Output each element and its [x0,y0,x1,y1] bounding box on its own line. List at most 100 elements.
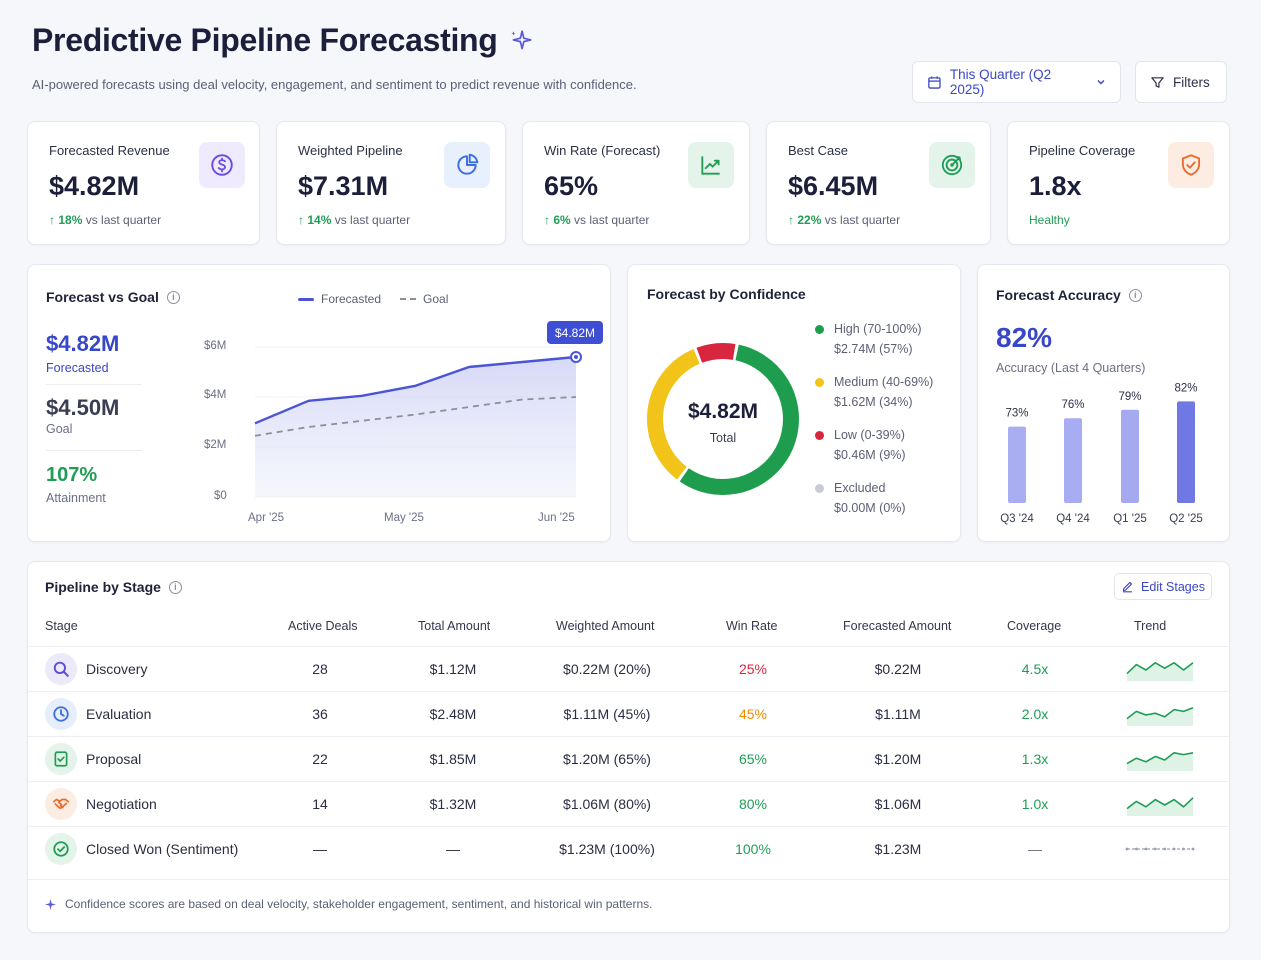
handshake-icon [45,788,77,820]
kpi-delta: ↑ 14% vs last quarter [298,213,410,227]
chevron-down-icon [1097,79,1105,85]
kpi-card-pipeline-coverage: Pipeline Coverage 1.8x Healthy [1007,121,1230,245]
stage-name: Evaluation [86,706,152,722]
confidence-legend-low: Low (0-39%) $0.46M (9%) [815,425,906,465]
goal-value: $4.50M [46,395,120,420]
dollar-icon [199,142,245,188]
target-icon [929,142,975,188]
page-title-text: Predictive Pipeline Forecasting [32,22,498,58]
legend-name: High (70-100%) [834,322,922,336]
kpi-delta: ↑ 22% vs last quarter [788,213,900,227]
section-title-text: Forecast vs Goal [46,289,159,305]
table-row[interactable]: Negotiation 14 $1.32M $1.06M (80%) 80% $… [27,781,1230,826]
forecasted-amount-cell: $1.11M [875,706,921,722]
accuracy-value: 82% [996,322,1053,353]
period-selector-button[interactable]: This Quarter (Q2 2025) [912,61,1121,103]
pie-chart-icon [444,142,490,188]
confidence-donut-chart [647,343,799,495]
accuracy-title: Forecast Accuracy i [996,287,1142,303]
forecast-end-point-dot [574,355,578,359]
page-subtitle: AI-powered forecasts using deal velocity… [32,77,637,92]
search-icon [45,653,77,685]
kpi-card-best-case: Best Case $6.45M ↑ 22% vs last quarter [766,121,991,245]
x-tick-label: May '25 [384,512,424,524]
document-check-icon [45,743,77,775]
kpi-value: 65% [544,171,599,201]
y-tick-label: $2M [204,439,227,451]
kpi-delta-value: 14% [307,213,332,227]
accuracy-bar-chart: 73% Q3 '24 76% Q4 '24 79% Q1 '25 82% Q2 '25 [1000,382,1203,525]
forecast-vs-goal-title: Forecast vs Goal i [46,289,180,305]
bar-value-label: 76% [1061,399,1084,411]
confidence-legend-medium: Medium (40-69%) $1.62M (34%) [815,372,934,412]
stage-name: Negotiation [86,796,157,812]
win-rate-cell: 25% [738,661,768,677]
legend-dot [815,325,824,334]
stage-name: Discovery [86,661,148,677]
active-deals-cell: 22 [312,751,328,767]
sparkline-point [1153,847,1157,851]
legend-dot [815,378,824,387]
x-tick-label: Jun '25 [538,512,575,524]
accuracy-bar [1064,418,1082,503]
info-icon[interactable]: i [1128,288,1142,302]
forecasted-label: Forecasted [46,361,109,375]
total-amount-cell: $1.12M [429,661,477,677]
coverage-cell: — [1028,841,1042,857]
bar-category-label: Q2 '25 [1169,513,1203,525]
info-icon[interactable]: i [168,580,182,594]
table-row[interactable]: Evaluation 36 $2.48M $1.11M (45%) 45% $1… [27,691,1230,736]
confidence-title: Forecast by Confidence [647,286,806,302]
filters-label: Filters [1173,74,1210,90]
column-header-weighted-amount: Weighted Amount [556,619,655,633]
active-deals-cell: — [313,841,327,857]
info-icon[interactable]: i [166,290,180,304]
weighted-amount-cell: $1.11M (45%) [563,706,651,722]
bar-value-label: 79% [1118,391,1141,403]
table-row[interactable]: Closed Won (Sentiment) — — $1.23M (100%)… [27,826,1230,871]
sparkline-line [1126,707,1194,720]
win-rate-cell: 65% [738,751,768,767]
total-amount-cell: $2.48M [429,706,477,722]
kpi-value: $6.45M [788,171,879,201]
coverage-cell: 1.3x [1021,751,1049,767]
active-deals-cell: 36 [312,706,328,722]
edit-stages-button[interactable]: Edit Stages [1114,573,1212,600]
check-circle-icon [45,833,77,865]
confidence-legend-excluded: Excluded $0.00M (0%) [815,478,906,518]
goal-label: Goal [46,422,73,436]
total-amount-cell: $1.32M [429,796,477,812]
table-row[interactable]: Proposal 22 $1.85M $1.20M (65%) 65% $1.2… [27,736,1230,781]
goal-series-line [254,396,577,437]
trend-sparkline [1125,847,1195,851]
column-header-coverage: Coverage [1007,619,1062,633]
legend-name: Excluded [834,481,886,495]
weighted-amount-cell: $0.22M (20%) [563,661,651,677]
active-deals-cell: 28 [312,661,328,677]
legend-name: Medium (40-69%) [834,375,934,389]
legend-value: $2.74M (57%) [834,342,913,356]
up-arrow-icon: ↑ [544,213,554,227]
win-rate-cell: 45% [738,706,768,722]
sparkline-point [1135,847,1138,851]
donut-center-label: Total [709,431,737,445]
table-row[interactable]: Discovery 28 $1.12M $0.22M (20%) 25% $0.… [27,646,1230,691]
up-arrow-icon: ↑ [788,213,798,227]
footnote-text: Confidence scores are based on deal velo… [65,897,653,911]
legend-dot [815,484,824,493]
win-rate-cell: 80% [738,796,768,812]
bar-value-label: 82% [1174,382,1197,394]
sparkline-point [1182,847,1185,851]
footnote: Confidence scores are based on deal velo… [44,897,652,911]
trend-sparkline [1126,752,1194,771]
column-header-total-amount: Total Amount [418,619,491,633]
kpi-card-weighted-pipeline: Weighted Pipeline $7.31M ↑ 14% vs last q… [276,121,506,245]
y-tick-label: $0 [214,490,227,502]
kpi-value: $7.31M [298,171,389,201]
filters-button[interactable]: Filters [1135,61,1227,103]
legend-line-goal [400,298,417,300]
page-title: Predictive Pipeline Forecasting [32,22,534,59]
sparkline-point [1125,847,1129,851]
coverage-cell: 1.0x [1021,796,1049,812]
